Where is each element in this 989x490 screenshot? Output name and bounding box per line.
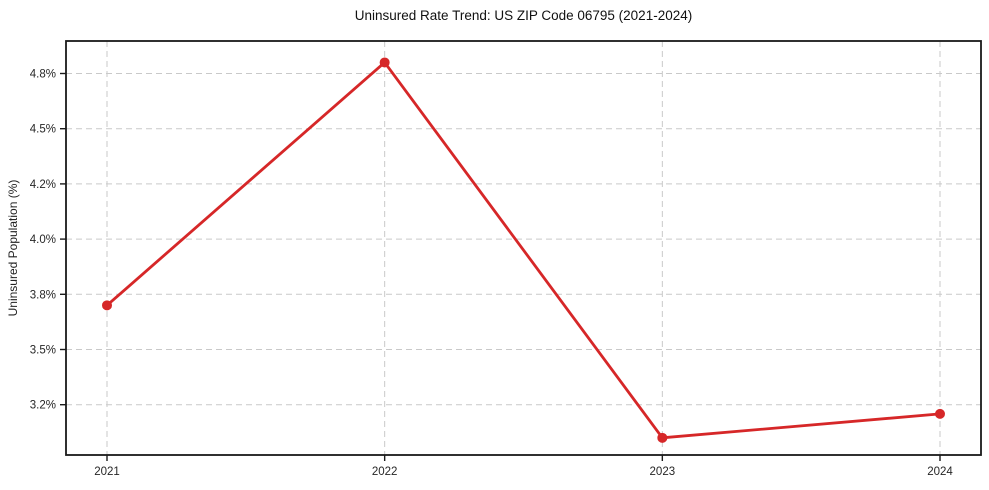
plot-border	[65, 40, 982, 456]
x-tick-label: 2024	[927, 466, 953, 478]
trend-line	[105, 61, 942, 440]
x-tick-label: 2022	[372, 466, 398, 478]
x-tick-label: 2023	[650, 466, 676, 478]
data-point-2021	[102, 300, 112, 311]
chart-title: Uninsured Rate Trend: US ZIP Code 06795 …	[354, 8, 693, 23]
y-tick-label: 4.5%	[30, 124, 56, 136]
y-tick-label: 4.8%	[30, 69, 56, 81]
y-tick-label: 4.2%	[30, 179, 56, 191]
data-point-2024	[935, 408, 945, 419]
y-tick-label: 4.0%	[30, 234, 56, 246]
data-point-2022	[379, 57, 390, 68]
y-tick-label: 3.2%	[30, 400, 56, 412]
x-tick-label: 2021	[94, 466, 120, 478]
y-tick-label: 3.5%	[30, 345, 56, 357]
y-tick-label: 3.8%	[30, 289, 56, 301]
data-point-2023	[657, 432, 668, 443]
